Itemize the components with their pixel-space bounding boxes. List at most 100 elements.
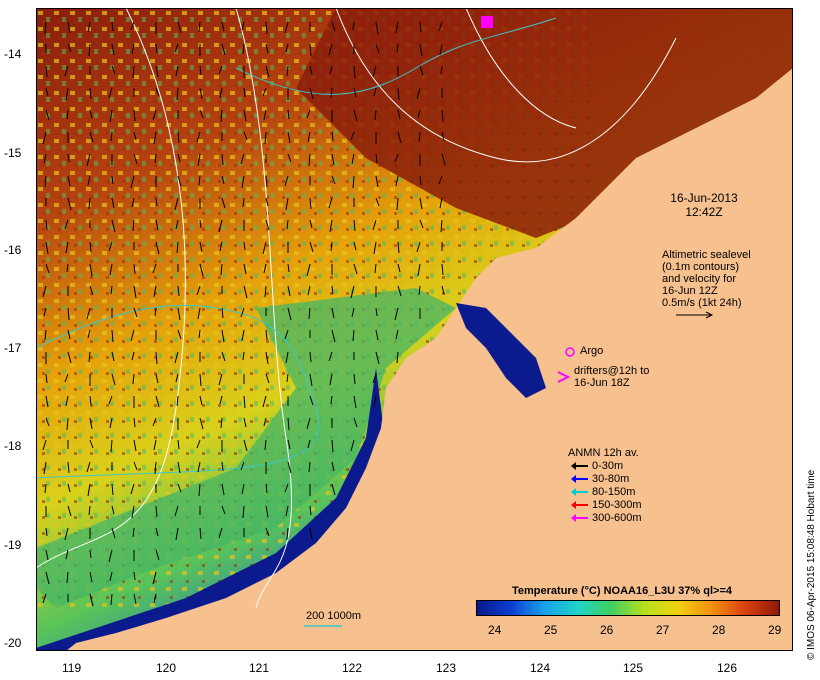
velocity-arrow: [242, 197, 245, 208]
colorbar-tick: 28: [712, 623, 726, 637]
velocity-arrow: [243, 285, 248, 299]
velocity-arrow: [110, 439, 113, 453]
velocity-arrow: [87, 329, 91, 339]
velocity-arrow: [197, 307, 201, 320]
sealevel-contour: [36, 8, 186, 569]
velocity-arrow: [353, 65, 356, 79]
velocity-arrow: [307, 285, 311, 296]
velocity-arrow: [309, 65, 313, 76]
velocity-arrow: [197, 461, 201, 473]
velocity-arrow: [67, 483, 71, 493]
anmn-legend-label: 0-30m: [592, 460, 624, 472]
velocity-arrow: [66, 109, 69, 120]
velocity-arrow: [45, 527, 48, 537]
velocity-arrow: [265, 65, 270, 78]
velocity-arrow: [285, 351, 289, 364]
velocity-arrow: [440, 219, 443, 233]
velocity-arrow: [89, 549, 92, 559]
velocity-arrow: [309, 219, 313, 229]
velocity-arrow: [375, 307, 378, 317]
velocity-arrow: [198, 483, 201, 497]
velocity-arrow: [396, 43, 399, 53]
velocity-arrow: [331, 307, 335, 319]
velocity-arrow: [155, 65, 159, 78]
velocity-arrow: [155, 395, 160, 408]
velocity-arrow: [396, 351, 399, 364]
coastal-band: [36, 288, 456, 608]
velocity-arrow: [331, 483, 336, 496]
arrow-icon: [571, 488, 588, 497]
velocity-arrow: [285, 43, 289, 53]
velocity-arrow: [65, 241, 69, 254]
velocity-arrow: [306, 263, 311, 277]
velocity-arrow: [284, 21, 289, 34]
time-label: 12:42Z: [685, 205, 723, 219]
altimetry-note: (0.1m contours): [662, 261, 740, 273]
velocity-arrow: [110, 593, 113, 606]
velocity-arrow: [177, 153, 181, 163]
velocity-arrow: [133, 285, 137, 299]
velocity-arrow: [331, 285, 334, 295]
velocity-arrow: [43, 153, 47, 164]
sst-map: [36, 8, 793, 651]
credit-text: © IMOS 06-Apr-2015 15:08:48 Hobart time: [806, 469, 817, 660]
velocity-arrow: [133, 461, 138, 471]
velocity-arrow: [287, 263, 290, 273]
velocity-arrow: [241, 329, 245, 342]
velocity-arrow: [42, 439, 47, 451]
velocity-arrow: [373, 87, 377, 97]
velocity-arrow: [287, 109, 290, 120]
velocity-arrow: [199, 373, 202, 387]
colorbar: [476, 600, 780, 616]
velocity-arrow: [130, 483, 135, 495]
velocity-arrow: [439, 43, 443, 56]
velocity-arrow: [133, 131, 137, 141]
velocity-arrow: [42, 593, 47, 604]
velocity-arrow: [221, 43, 226, 56]
velocity-arrow: [175, 373, 179, 383]
velocity-arrow: [243, 87, 246, 98]
velocity-arrow: [175, 527, 179, 541]
velocity-arrow: [308, 153, 311, 167]
velocity-arrow: [197, 153, 201, 167]
velocity-arrow: [152, 263, 157, 274]
velocity-arrow: [328, 197, 333, 209]
velocity-arrow: [331, 461, 335, 472]
velocity-arrow: [89, 417, 93, 430]
velocity-arrow: [419, 21, 422, 33]
velocity-arrow: [265, 21, 268, 35]
velocity-arrow: [330, 87, 333, 99]
velocity-arrow: [417, 263, 421, 277]
velocity-arrow: [373, 395, 377, 408]
velocity-arrow: [199, 219, 202, 229]
velocity-arrow: [176, 87, 179, 101]
lon-label: 124: [530, 661, 551, 675]
velocity-arrow: [329, 373, 333, 386]
velocity-arrow: [109, 263, 113, 276]
velocity-arrow: [287, 461, 292, 474]
velocity-arrow: [152, 417, 157, 427]
drifters-note: 16-Jun 18Z: [574, 377, 630, 389]
velocity-arrow: [286, 219, 289, 230]
velocity-arrow: [419, 43, 423, 57]
velocity-arrow: [331, 21, 336, 32]
velocity-arrow: [45, 219, 48, 231]
velocity-arrow: [44, 175, 47, 188]
velocity-arrow: [67, 307, 70, 321]
velocity-arrow: [262, 395, 267, 408]
velocity-arrow: [287, 439, 291, 450]
velocity-arrow: [45, 417, 50, 427]
velocity-arrow: [243, 263, 247, 275]
velocity-arrow: [309, 395, 314, 406]
velocity-arrow: [174, 197, 179, 211]
velocity-arrow: [264, 285, 267, 298]
velocity-arrow: [241, 483, 245, 495]
velocity-arrow: [175, 219, 179, 230]
lat-label: -15: [4, 146, 22, 160]
velocity-arrow: [243, 109, 247, 122]
anmn-legend-item: 30-80m: [571, 473, 629, 485]
velocity-arrow: [42, 285, 47, 298]
velocity-arrow: [198, 21, 201, 33]
velocity-arrow: [331, 131, 334, 142]
velocity-arrow: [265, 505, 269, 518]
